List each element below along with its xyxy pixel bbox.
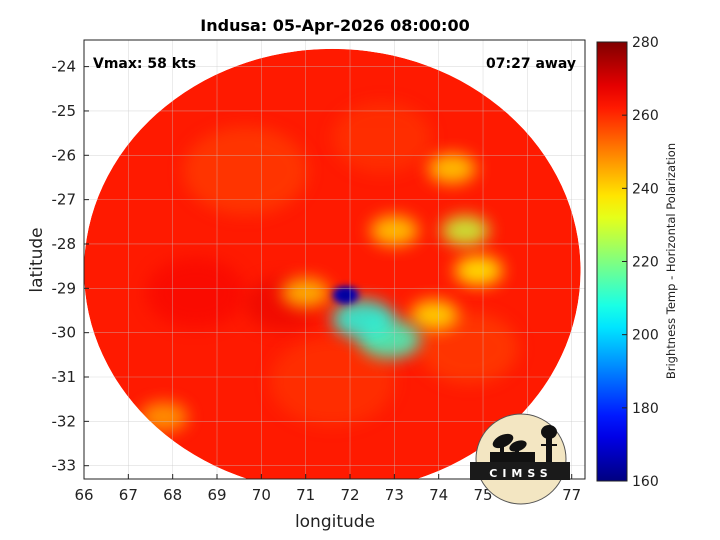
x-tick-label: 70 [252,486,271,504]
y-tick-label: -24 [52,58,77,76]
y-tick-label: -30 [52,324,77,342]
colorbar-tick-label: 240 [632,181,659,197]
colorbar-ticks: 280 260 240 220 200 180 160 [622,35,659,490]
water-tower-icon [541,425,557,462]
satellite-dish-icon [490,433,535,462]
swath-texture [270,337,395,426]
swath-texture [332,102,432,174]
swath-texture [146,257,246,329]
x-tick-label: 69 [207,486,226,504]
x-tick-label: 77 [562,486,581,504]
x-tick-label: 72 [340,486,359,504]
x-tick-label: 66 [74,486,93,504]
colorbar-tick-label: 220 [632,255,659,271]
chart-title: Indusa: 05-Apr-2026 08:00:00 [200,16,469,35]
feature-outer-band [410,299,459,330]
feature-east-band [441,215,490,246]
x-tick-label: 74 [429,486,448,504]
colorbar-tick-label: 180 [632,401,659,417]
colorbar-label: Brightness Temp - Horizontal Polarizatio… [664,143,678,379]
y-tick-label: -25 [52,102,77,120]
x-tick-label: 73 [385,486,404,504]
y-tick-label: -26 [52,146,77,164]
y-axis-label: latitude [27,227,47,292]
colorbar-tick-label: 160 [632,474,659,490]
x-tick-label: 67 [119,486,138,504]
colorbar-tick-label: 260 [632,108,659,124]
time-away-annotation: 07:27 away [486,56,576,72]
y-tick-label: -33 [52,457,77,475]
x-axis-label: longitude [295,512,375,532]
feature-north-band [427,153,476,184]
feature-inner-rain [332,299,395,339]
y-axis-ticks: -24 -25 -26 -27 -28 -29 -30 -31 -32 -33 [52,58,89,475]
y-tick-label: -29 [52,279,77,297]
y-tick-label: -32 [52,412,77,430]
x-tick-label: 71 [296,486,315,504]
y-tick-label: -27 [52,191,77,209]
logo-ground [470,462,570,480]
colorbar: 280 260 240 220 200 180 160 Brightness Temp - … [596,35,678,490]
x-tick-label: 68 [163,486,182,504]
y-tick-label: -31 [52,368,77,386]
x-tick-label: 75 [473,486,492,504]
swath-texture [183,126,308,216]
colorbar-tick-label: 200 [632,328,659,344]
plot-area: 666768697071727374757677 -24-25-26-27-28… [52,39,586,505]
y-tick-label: -28 [52,235,77,253]
colorbar-tick-label: 280 [632,35,659,51]
feature-eye-core-center [338,289,353,300]
swath-image [84,48,581,479]
vmax-annotation: Vmax: 58 kts [93,56,196,72]
cimss-logo: CIMSS [470,413,570,505]
feature-east-band-2 [454,255,503,286]
plot-frame [83,39,586,480]
swath-texture [419,312,519,384]
logo-text: CIMSS [489,467,552,480]
